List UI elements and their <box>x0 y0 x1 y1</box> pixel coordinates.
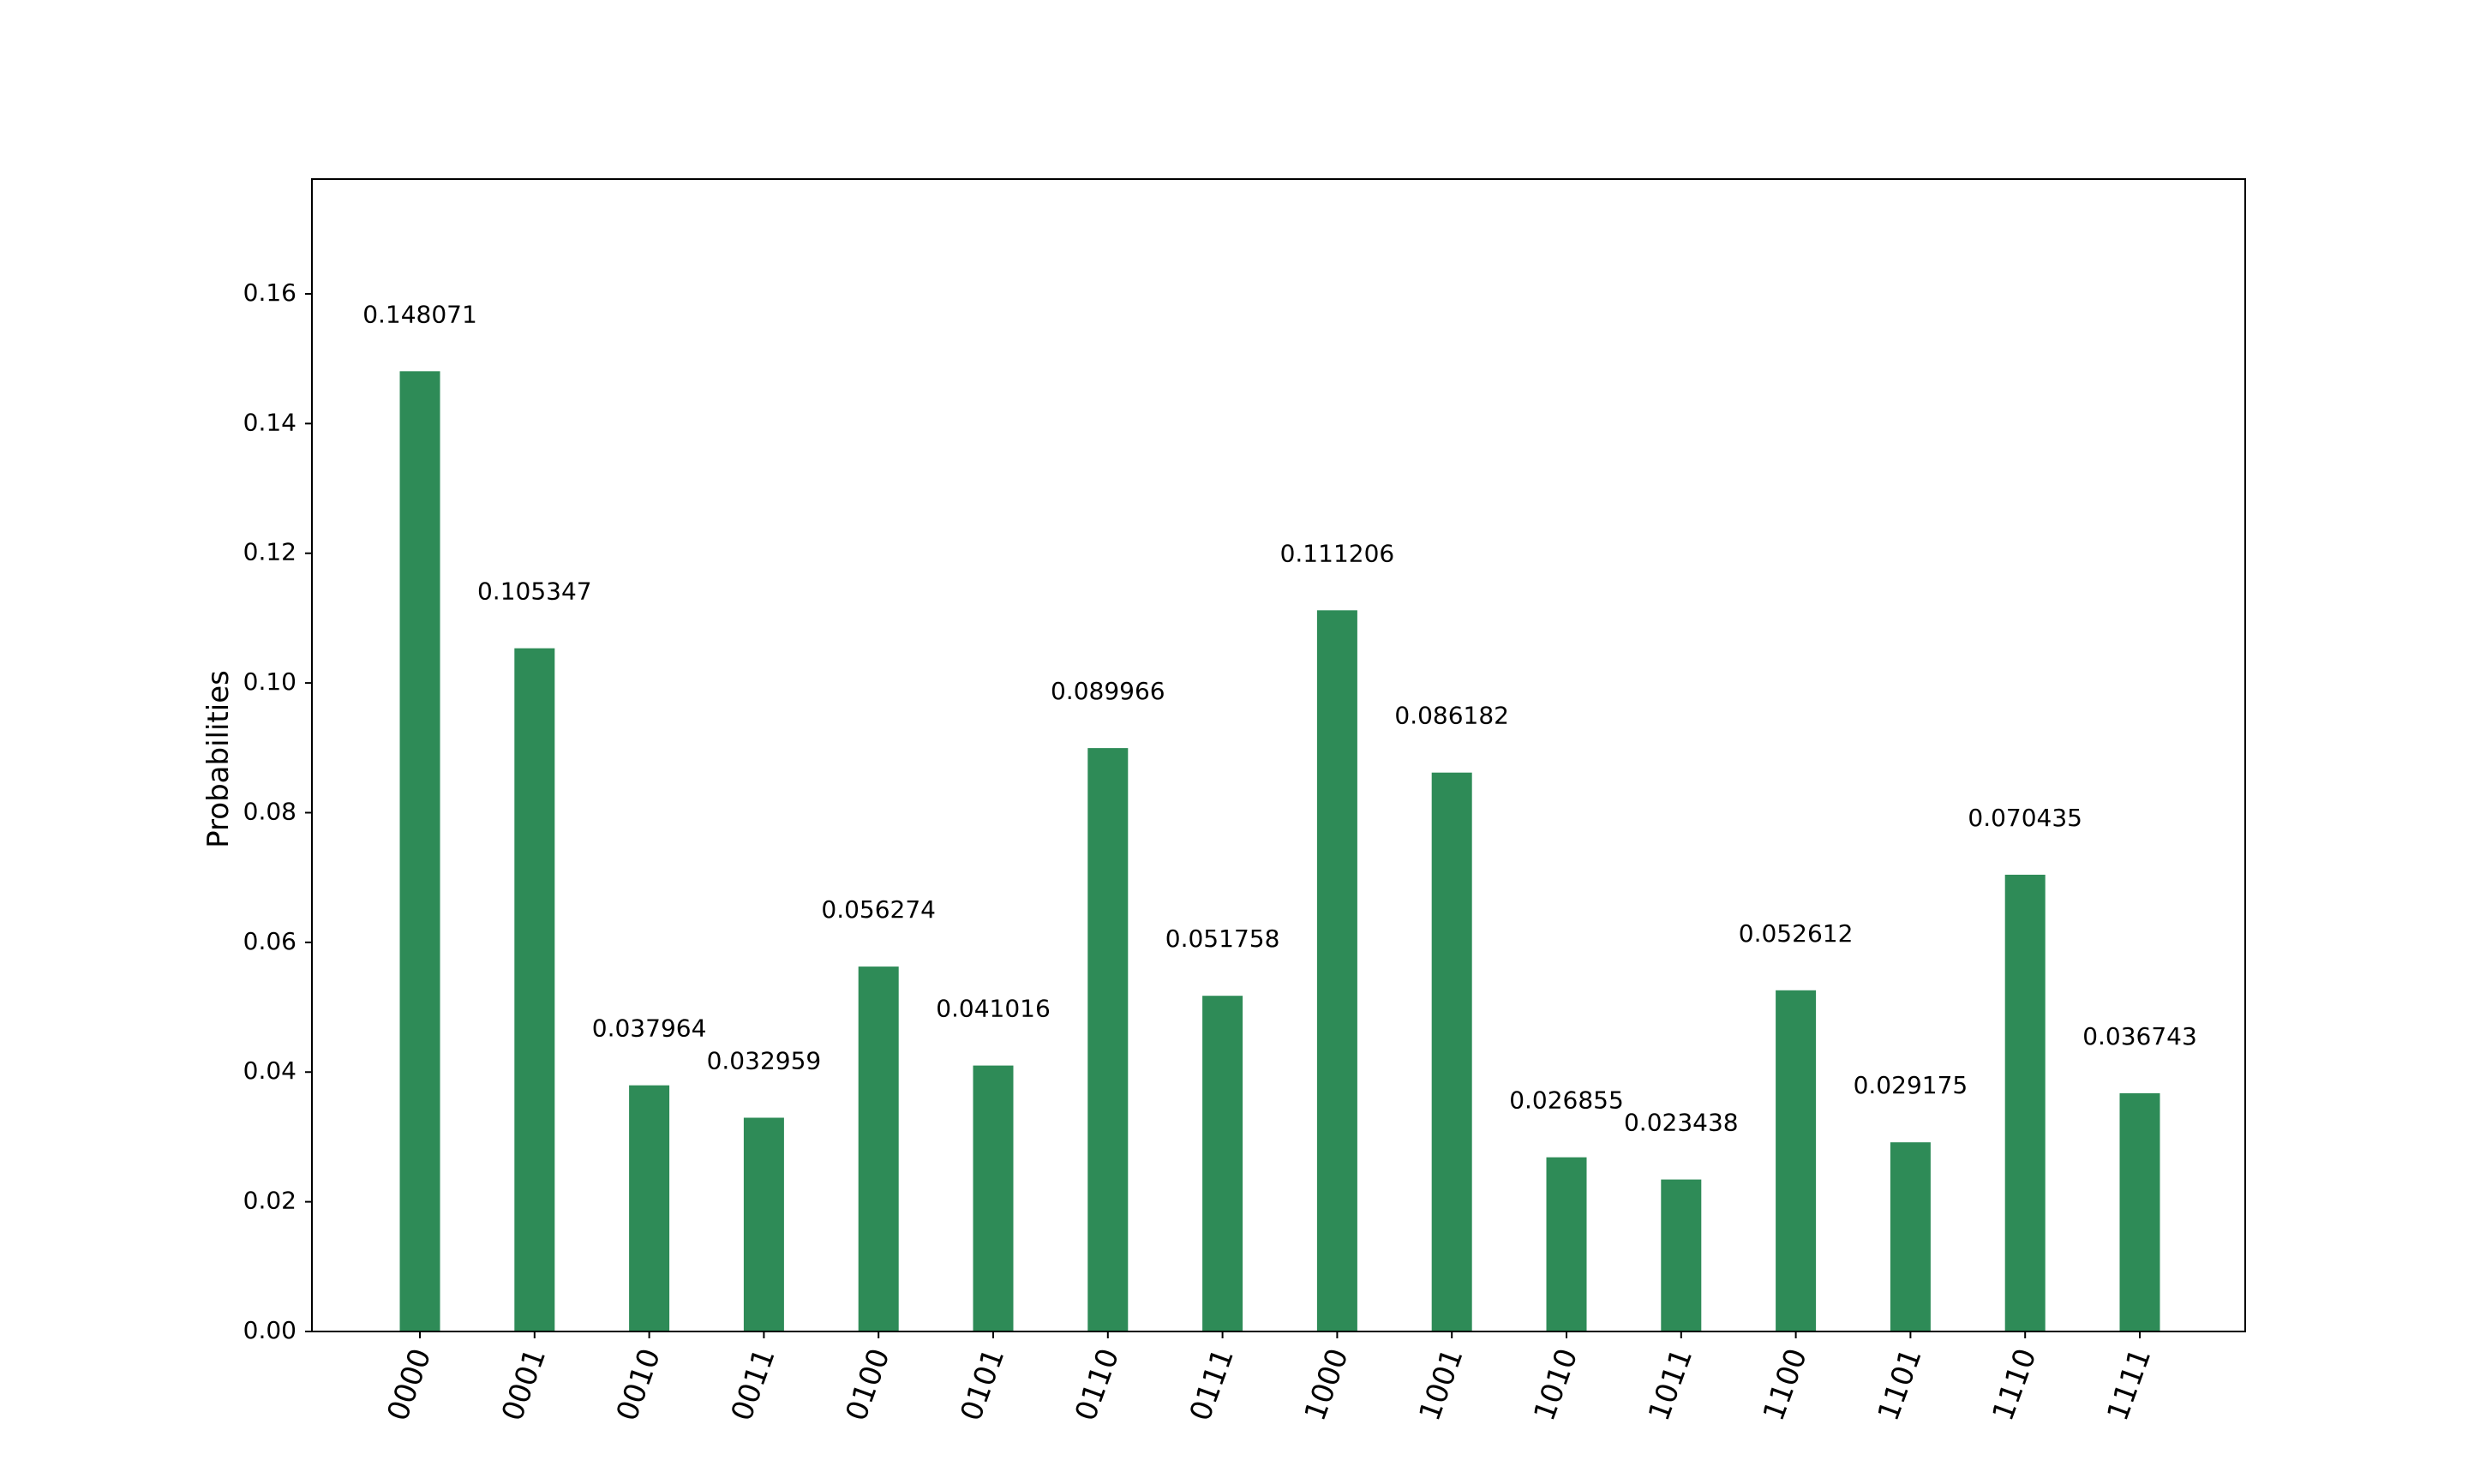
bar-1000 <box>1316 610 1357 1331</box>
y-tick-label: 0.16 <box>243 278 297 307</box>
bar-1011 <box>1661 1179 1702 1331</box>
data-label-1000: 0.111206 <box>1280 539 1395 567</box>
data-label-0110: 0.089966 <box>1051 677 1165 705</box>
bar-0110 <box>1087 748 1129 1331</box>
plot-area-frame <box>311 178 2246 1332</box>
y-tick-label: 0.02 <box>243 1187 297 1215</box>
bar-1111 <box>2119 1092 2160 1331</box>
data-label-1100: 0.052612 <box>1739 919 1854 948</box>
data-label-0101: 0.041016 <box>936 995 1051 1023</box>
y-tick-label: 0.00 <box>243 1316 297 1344</box>
data-label-0111: 0.051758 <box>1165 925 1280 953</box>
bars-layer <box>399 371 2160 1331</box>
y-tick-label: 0.12 <box>243 538 297 566</box>
bar-1100 <box>1776 990 1817 1331</box>
bar-1010 <box>1546 1157 1587 1331</box>
y-axis: 0.00 0.02 0.04 0.06 0.08 0.10 0.12 0.14 0.16 <box>243 278 312 1344</box>
bar-0111 <box>1202 996 1243 1331</box>
y-tick-label: 0.10 <box>243 667 297 696</box>
data-label-0000: 0.148071 <box>362 300 477 328</box>
bar-1001 <box>1431 772 1472 1331</box>
data-label-0010: 0.037964 <box>592 1014 707 1043</box>
data-label-0100: 0.056274 <box>821 895 936 924</box>
bar-0000 <box>399 371 440 1331</box>
bar-0101 <box>973 1065 1014 1331</box>
y-tick-label: 0.06 <box>243 927 297 955</box>
y-tick-label: 0.14 <box>243 408 297 436</box>
data-label-0001: 0.105347 <box>477 577 592 606</box>
y-tick-label: 0.08 <box>243 797 297 825</box>
bar-0100 <box>858 966 899 1331</box>
data-label-1101: 0.029175 <box>1854 1071 1968 1099</box>
data-label-1001: 0.086182 <box>1394 702 1509 730</box>
data-label-1111: 0.036743 <box>2082 1022 2197 1050</box>
bar-0001 <box>514 648 555 1331</box>
bar-1110 <box>2004 874 2046 1331</box>
data-label-0011: 0.032959 <box>707 1047 822 1075</box>
bar-1101 <box>1890 1142 1931 1331</box>
y-tick-label: 0.04 <box>243 1056 297 1085</box>
bar-0011 <box>743 1117 784 1331</box>
y-axis-title: Probabilities <box>201 670 236 848</box>
data-label-1010: 0.026855 <box>1509 1086 1624 1115</box>
data-label-1011: 0.023438 <box>1624 1109 1739 1137</box>
bar-0010 <box>629 1085 670 1331</box>
data-label-1110: 0.070435 <box>1968 804 2082 832</box>
